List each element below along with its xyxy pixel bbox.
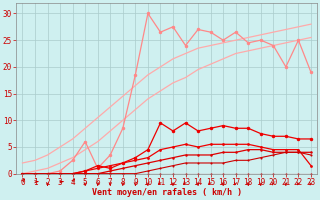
X-axis label: Vent moyen/en rafales ( km/h ): Vent moyen/en rafales ( km/h ) <box>92 188 242 197</box>
